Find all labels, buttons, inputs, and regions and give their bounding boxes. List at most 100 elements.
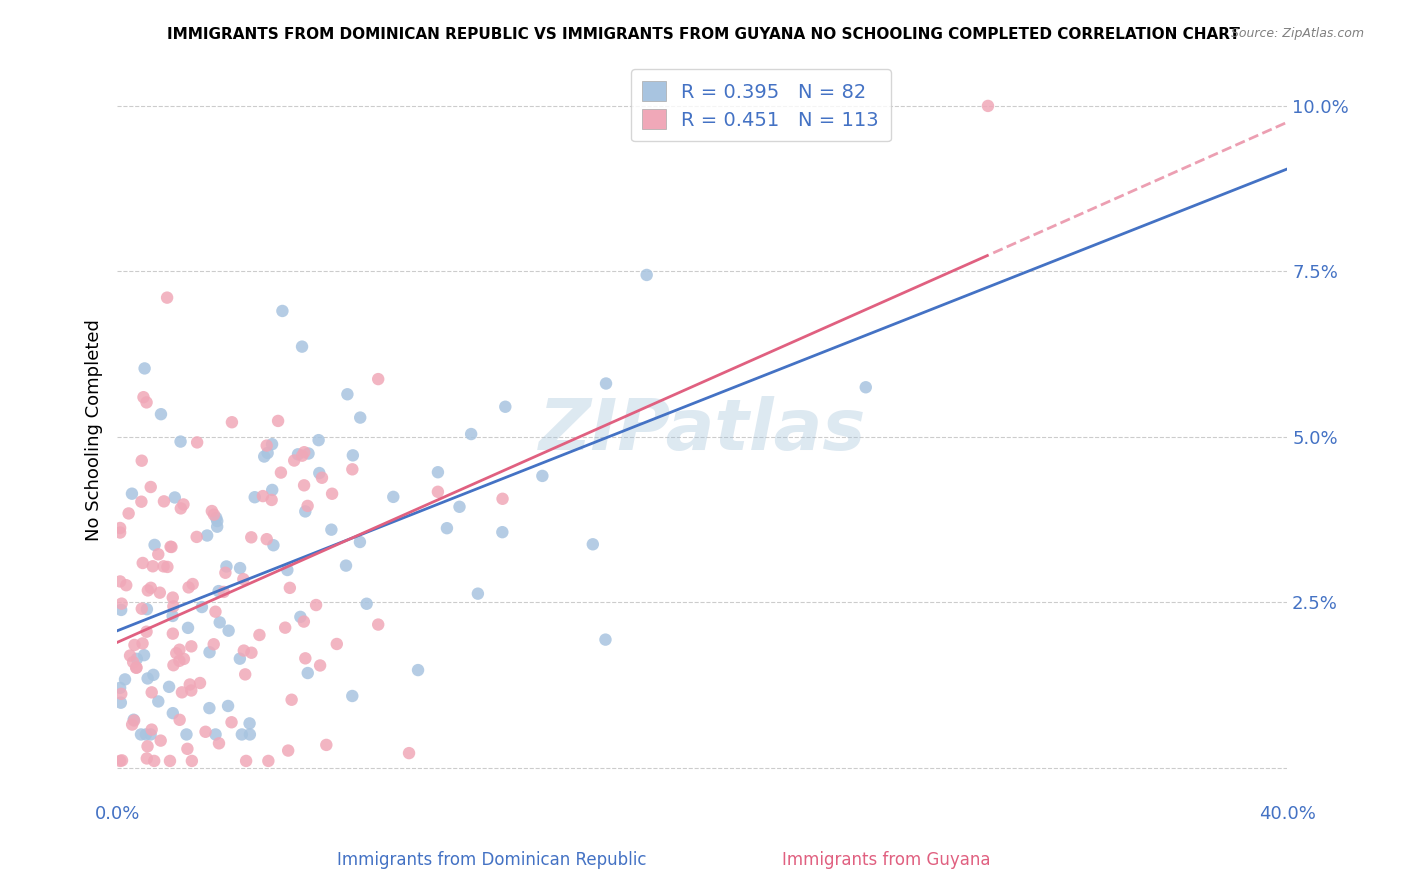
Point bbox=[136, 739, 159, 754]
Point bbox=[297, 499, 319, 513]
Point bbox=[202, 508, 225, 522]
Point bbox=[287, 447, 309, 461]
Point bbox=[202, 637, 225, 651]
Point bbox=[349, 535, 371, 549]
Point bbox=[205, 510, 228, 524]
Point bbox=[292, 615, 315, 629]
Point bbox=[240, 646, 263, 660]
Point bbox=[308, 433, 330, 447]
Point bbox=[276, 563, 298, 577]
Point bbox=[114, 673, 136, 687]
Point bbox=[342, 689, 364, 703]
Point bbox=[267, 414, 290, 428]
Point bbox=[356, 597, 378, 611]
Point bbox=[180, 683, 202, 698]
Point bbox=[235, 754, 257, 768]
Point bbox=[494, 400, 516, 414]
Point bbox=[131, 601, 153, 615]
Point bbox=[110, 687, 132, 701]
Point bbox=[125, 652, 148, 666]
Point bbox=[169, 642, 191, 657]
Point bbox=[135, 624, 157, 639]
Point bbox=[262, 538, 284, 552]
Point bbox=[188, 676, 211, 690]
Point bbox=[280, 692, 302, 706]
Point bbox=[342, 448, 364, 462]
Legend: R = 0.395   N = 82, R = 0.451   N = 113: R = 0.395 N = 82, R = 0.451 N = 113 bbox=[631, 70, 890, 142]
Point bbox=[292, 478, 315, 492]
Point bbox=[170, 501, 193, 516]
Point bbox=[305, 598, 328, 612]
Point bbox=[143, 754, 166, 768]
Point bbox=[139, 480, 162, 494]
Point bbox=[191, 600, 214, 615]
Point bbox=[217, 698, 239, 713]
Point bbox=[270, 466, 292, 480]
Point bbox=[141, 685, 163, 699]
Point bbox=[170, 685, 193, 699]
Point bbox=[491, 525, 513, 540]
Point bbox=[406, 663, 429, 677]
Point bbox=[326, 637, 349, 651]
Point bbox=[260, 492, 283, 507]
Point bbox=[139, 581, 162, 595]
Point bbox=[169, 434, 191, 449]
Point bbox=[207, 514, 229, 528]
Point bbox=[186, 530, 208, 544]
Point bbox=[136, 672, 159, 686]
Point bbox=[256, 439, 278, 453]
Point bbox=[253, 450, 276, 464]
Point bbox=[201, 504, 224, 518]
Point bbox=[159, 540, 181, 554]
Point bbox=[156, 560, 179, 574]
Point bbox=[262, 483, 284, 497]
Point bbox=[110, 603, 132, 617]
Point bbox=[180, 640, 202, 654]
Point bbox=[595, 376, 617, 391]
Point bbox=[176, 742, 198, 756]
Point bbox=[111, 753, 134, 767]
Point bbox=[186, 435, 208, 450]
Point bbox=[367, 372, 389, 386]
Point bbox=[595, 632, 617, 647]
Point bbox=[132, 390, 155, 404]
Point bbox=[139, 727, 162, 741]
Point bbox=[134, 361, 156, 376]
Point bbox=[118, 648, 141, 663]
Point bbox=[153, 494, 176, 508]
Point bbox=[221, 415, 243, 429]
Point bbox=[321, 487, 343, 501]
Point bbox=[108, 681, 131, 695]
Point bbox=[198, 701, 221, 715]
Point bbox=[131, 494, 153, 508]
Point bbox=[108, 754, 131, 768]
Point bbox=[176, 727, 198, 741]
Point bbox=[115, 578, 138, 592]
Point bbox=[169, 654, 191, 668]
Point bbox=[110, 597, 132, 611]
Point bbox=[135, 751, 157, 765]
Point bbox=[148, 547, 170, 561]
Point bbox=[108, 574, 131, 589]
Point bbox=[208, 736, 231, 750]
Point bbox=[274, 621, 297, 635]
Point bbox=[335, 558, 357, 573]
Point bbox=[121, 486, 143, 500]
Point bbox=[349, 410, 371, 425]
Point bbox=[311, 471, 333, 485]
Point bbox=[194, 724, 217, 739]
Point bbox=[460, 427, 482, 442]
Point bbox=[436, 521, 458, 535]
Point bbox=[291, 449, 314, 463]
Point bbox=[855, 380, 877, 394]
Text: Immigrants from Guyana: Immigrants from Guyana bbox=[782, 851, 990, 869]
Point bbox=[195, 528, 218, 542]
Point bbox=[315, 738, 337, 752]
Point bbox=[297, 666, 319, 681]
Point bbox=[283, 453, 305, 467]
Point bbox=[148, 694, 170, 708]
Point bbox=[321, 523, 343, 537]
Point bbox=[297, 446, 319, 460]
Point bbox=[177, 621, 200, 635]
Point bbox=[162, 626, 184, 640]
